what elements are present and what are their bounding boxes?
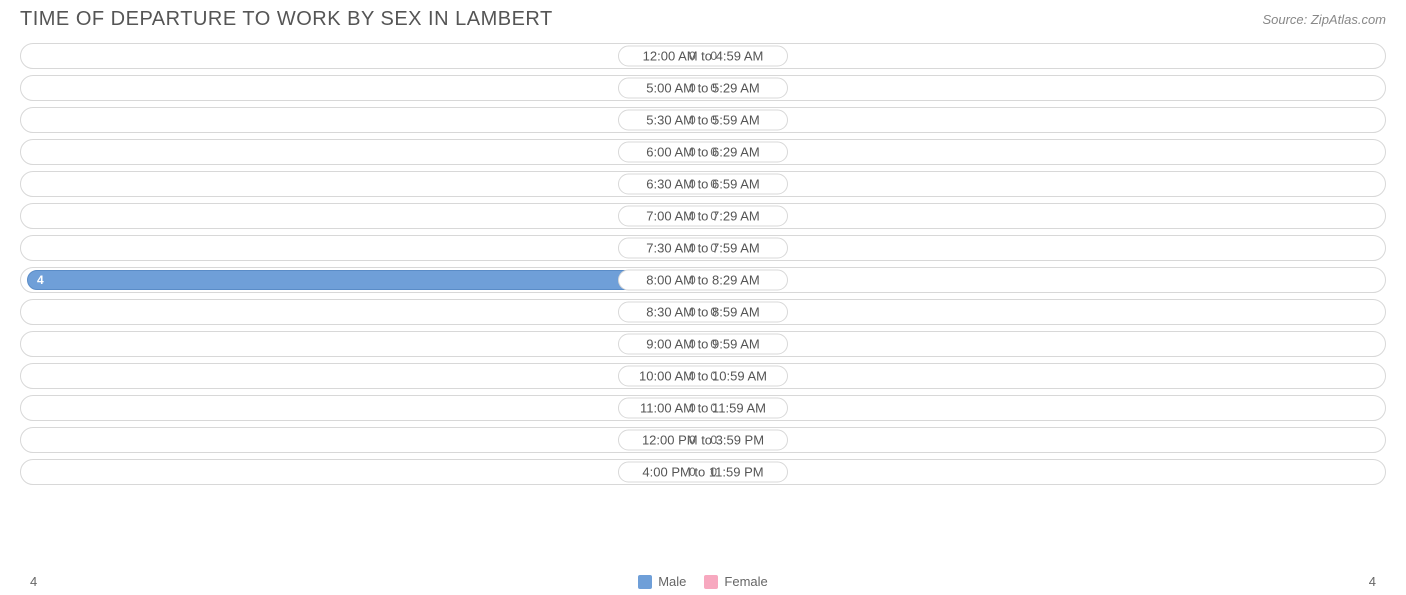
value-female: 0: [689, 241, 696, 255]
chart-row: 9:00 AM to 9:59 AM00: [20, 331, 1386, 357]
chart-row: 6:00 AM to 6:29 AM00: [20, 139, 1386, 165]
value-male: 0: [710, 433, 717, 447]
category-label: 7:00 AM to 7:29 AM: [618, 206, 788, 227]
category-label: 9:00 AM to 9:59 AM: [618, 334, 788, 355]
value-male: 0: [710, 305, 717, 319]
value-female: 0: [689, 177, 696, 191]
chart-row: 12:00 PM to 3:59 PM00: [20, 427, 1386, 453]
chart-title: TIME OF DEPARTURE TO WORK BY SEX IN LAMB…: [20, 8, 553, 31]
category-label: 10:00 AM to 10:59 AM: [618, 366, 788, 387]
category-label: 7:30 AM to 7:59 AM: [618, 238, 788, 259]
chart-row: 8:00 AM to 8:29 AM 4 0: [20, 267, 1386, 293]
axis-max-left: 4: [30, 574, 37, 589]
category-label: 6:00 AM to 6:29 AM: [618, 142, 788, 163]
category-label: 4:00 PM to 11:59 PM: [618, 462, 788, 483]
category-label: 12:00 PM to 3:59 PM: [618, 430, 788, 451]
swatch-female: [704, 575, 718, 589]
value-female: 0: [689, 305, 696, 319]
value-male: 0: [710, 113, 717, 127]
value-female: 0: [689, 337, 696, 351]
value-male: 0: [710, 337, 717, 351]
value-male: 0: [710, 465, 717, 479]
chart-row: 7:30 AM to 7:59 AM00: [20, 235, 1386, 261]
legend-item-male: Male: [638, 574, 686, 589]
header: TIME OF DEPARTURE TO WORK BY SEX IN LAMB…: [0, 0, 1406, 43]
value-male: 0: [710, 145, 717, 159]
chart-row: 7:00 AM to 7:29 AM00: [20, 203, 1386, 229]
legend-label-male: Male: [658, 574, 686, 589]
value-male: 0: [710, 401, 717, 415]
value-male: 0: [710, 81, 717, 95]
legend: Male Female: [638, 574, 768, 589]
value-female: 0: [689, 209, 696, 223]
chart-area: 12:00 AM to 4:59 AM005:00 AM to 5:29 AM0…: [0, 43, 1406, 485]
chart-footer: 4 Male Female 4: [0, 574, 1406, 589]
chart-row: 5:30 AM to 5:59 AM00: [20, 107, 1386, 133]
value-male: 0: [710, 369, 717, 383]
chart-row: 6:30 AM to 6:59 AM00: [20, 171, 1386, 197]
chart-row: 10:00 AM to 10:59 AM00: [20, 363, 1386, 389]
chart-row: 4:00 PM to 11:59 PM00: [20, 459, 1386, 485]
category-label: 5:30 AM to 5:59 AM: [618, 110, 788, 131]
value-male: 4: [37, 273, 44, 287]
value-female: 0: [689, 81, 696, 95]
category-label: 8:00 AM to 8:29 AM: [618, 270, 788, 291]
value-female: 0: [689, 145, 696, 159]
value-female: 0: [689, 273, 696, 287]
value-female: 0: [689, 113, 696, 127]
legend-item-female: Female: [704, 574, 767, 589]
chart-source: Source: ZipAtlas.com: [1262, 12, 1386, 27]
chart-row: 12:00 AM to 4:59 AM00: [20, 43, 1386, 69]
value-female: 0: [689, 465, 696, 479]
value-female: 0: [689, 369, 696, 383]
swatch-male: [638, 575, 652, 589]
chart-row: 8:30 AM to 8:59 AM00: [20, 299, 1386, 325]
category-label: 6:30 AM to 6:59 AM: [618, 174, 788, 195]
chart-row: 5:00 AM to 5:29 AM00: [20, 75, 1386, 101]
value-female: 0: [689, 433, 696, 447]
chart-row: 11:00 AM to 11:59 AM00: [20, 395, 1386, 421]
category-label: 12:00 AM to 4:59 AM: [618, 46, 788, 67]
axis-max-right: 4: [1369, 574, 1376, 589]
category-label: 5:00 AM to 5:29 AM: [618, 78, 788, 99]
value-female: 0: [689, 49, 696, 63]
value-male: 0: [710, 49, 717, 63]
category-label: 11:00 AM to 11:59 AM: [618, 398, 788, 419]
legend-label-female: Female: [724, 574, 767, 589]
value-male: 0: [710, 241, 717, 255]
category-label: 8:30 AM to 8:59 AM: [618, 302, 788, 323]
value-male: 0: [710, 209, 717, 223]
value-male: 0: [710, 177, 717, 191]
value-female: 0: [689, 401, 696, 415]
